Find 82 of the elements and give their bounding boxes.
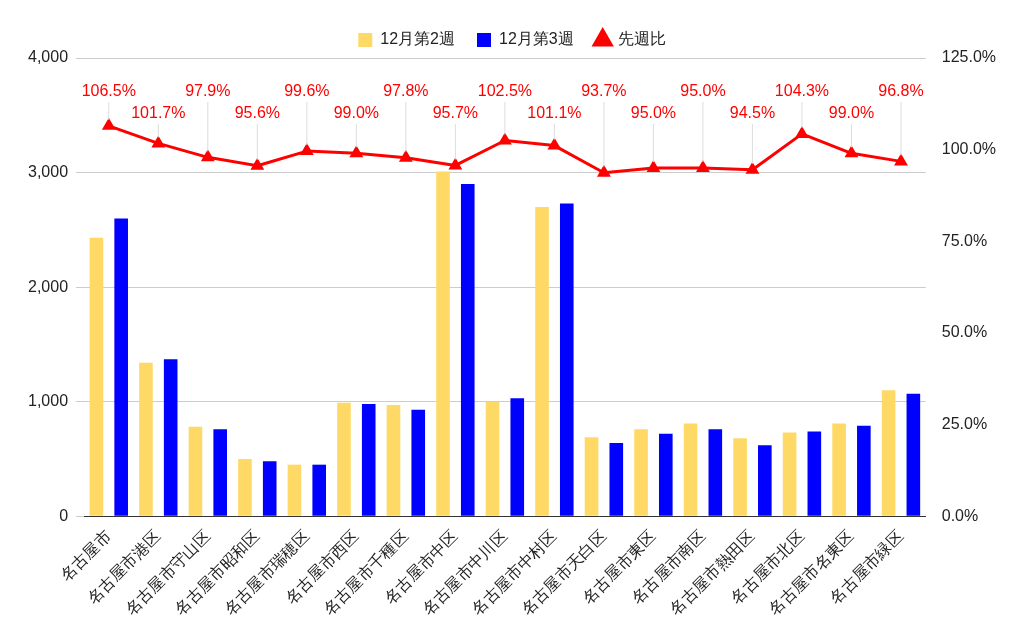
data-label: 102.5% xyxy=(477,82,533,100)
y2-tick-label: 100.0% xyxy=(941,140,996,158)
bar xyxy=(411,409,426,516)
point xyxy=(251,159,264,170)
y2-tick-label: 50.0% xyxy=(941,323,988,341)
data-label: 95.6% xyxy=(234,104,281,122)
bar xyxy=(535,206,549,516)
bar xyxy=(460,184,475,516)
bar xyxy=(337,402,351,516)
point xyxy=(895,154,907,166)
data-label: 96.8% xyxy=(878,82,924,100)
legend-label: 12月第2週 xyxy=(380,30,456,48)
bar xyxy=(89,237,104,516)
legend-label: 先週比 xyxy=(617,30,666,48)
bar xyxy=(559,203,574,516)
bar xyxy=(114,218,128,516)
y2-tick-label: 125.0% xyxy=(941,48,996,66)
data-label: 97.8% xyxy=(383,82,429,100)
bar xyxy=(361,403,376,516)
y-tick-label: 3,000 xyxy=(27,162,69,180)
y2-tick-label: 0.0% xyxy=(941,506,979,524)
y2-tick-label: 25.0% xyxy=(941,414,988,432)
bar xyxy=(881,390,896,516)
point xyxy=(350,146,363,158)
point xyxy=(647,161,660,172)
point xyxy=(598,166,610,177)
data-label: 95.0% xyxy=(680,82,726,100)
bar xyxy=(782,432,797,516)
y-tick-label: 0 xyxy=(59,506,69,524)
bar xyxy=(634,429,648,516)
point xyxy=(845,146,858,158)
bar xyxy=(163,359,178,516)
bar xyxy=(906,393,921,516)
bar xyxy=(510,398,525,516)
bar xyxy=(733,438,747,516)
data-label: 99.0% xyxy=(333,104,380,122)
data-label: 93.7% xyxy=(581,82,627,100)
y-tick-label: 4,000 xyxy=(27,48,69,66)
point xyxy=(746,163,759,174)
bar xyxy=(485,401,500,516)
bar xyxy=(758,445,772,516)
data-label: 106.5% xyxy=(81,82,136,100)
bar xyxy=(386,405,401,516)
y-tick-label: 1,000 xyxy=(27,392,69,410)
point xyxy=(201,150,214,162)
data-label: 95.7% xyxy=(432,104,479,122)
point xyxy=(449,158,462,170)
point xyxy=(499,133,511,145)
bar xyxy=(683,423,698,516)
bar xyxy=(188,426,203,516)
bar xyxy=(139,362,153,516)
data-label: 97.9% xyxy=(185,82,231,100)
data-label: 99.0% xyxy=(828,104,875,122)
bar xyxy=(807,431,822,516)
point xyxy=(697,161,709,172)
point xyxy=(400,151,412,162)
bar xyxy=(584,437,599,516)
bar xyxy=(609,442,624,516)
point xyxy=(548,139,561,150)
data-label: 99.6% xyxy=(284,82,330,100)
data-label: 94.5% xyxy=(729,104,776,122)
point xyxy=(102,119,115,130)
bar xyxy=(238,458,252,516)
data-label: 95.0% xyxy=(630,104,677,122)
y-tick-label: 2,000 xyxy=(27,277,69,295)
bar xyxy=(857,425,871,516)
bar xyxy=(832,423,846,516)
bar xyxy=(436,171,450,516)
point xyxy=(152,136,165,148)
bar xyxy=(708,429,723,516)
data-label: 104.3% xyxy=(774,82,830,100)
y2-tick-label: 75.0% xyxy=(941,231,988,249)
data-label: 101.1% xyxy=(527,104,582,122)
data-label: 101.7% xyxy=(131,104,186,122)
bar xyxy=(213,429,227,516)
legend-label: 12月第3週 xyxy=(499,30,574,48)
point xyxy=(796,127,808,138)
point xyxy=(301,144,313,156)
bar xyxy=(312,464,327,516)
bar xyxy=(262,461,277,516)
bar xyxy=(658,433,673,516)
bar xyxy=(287,464,302,516)
